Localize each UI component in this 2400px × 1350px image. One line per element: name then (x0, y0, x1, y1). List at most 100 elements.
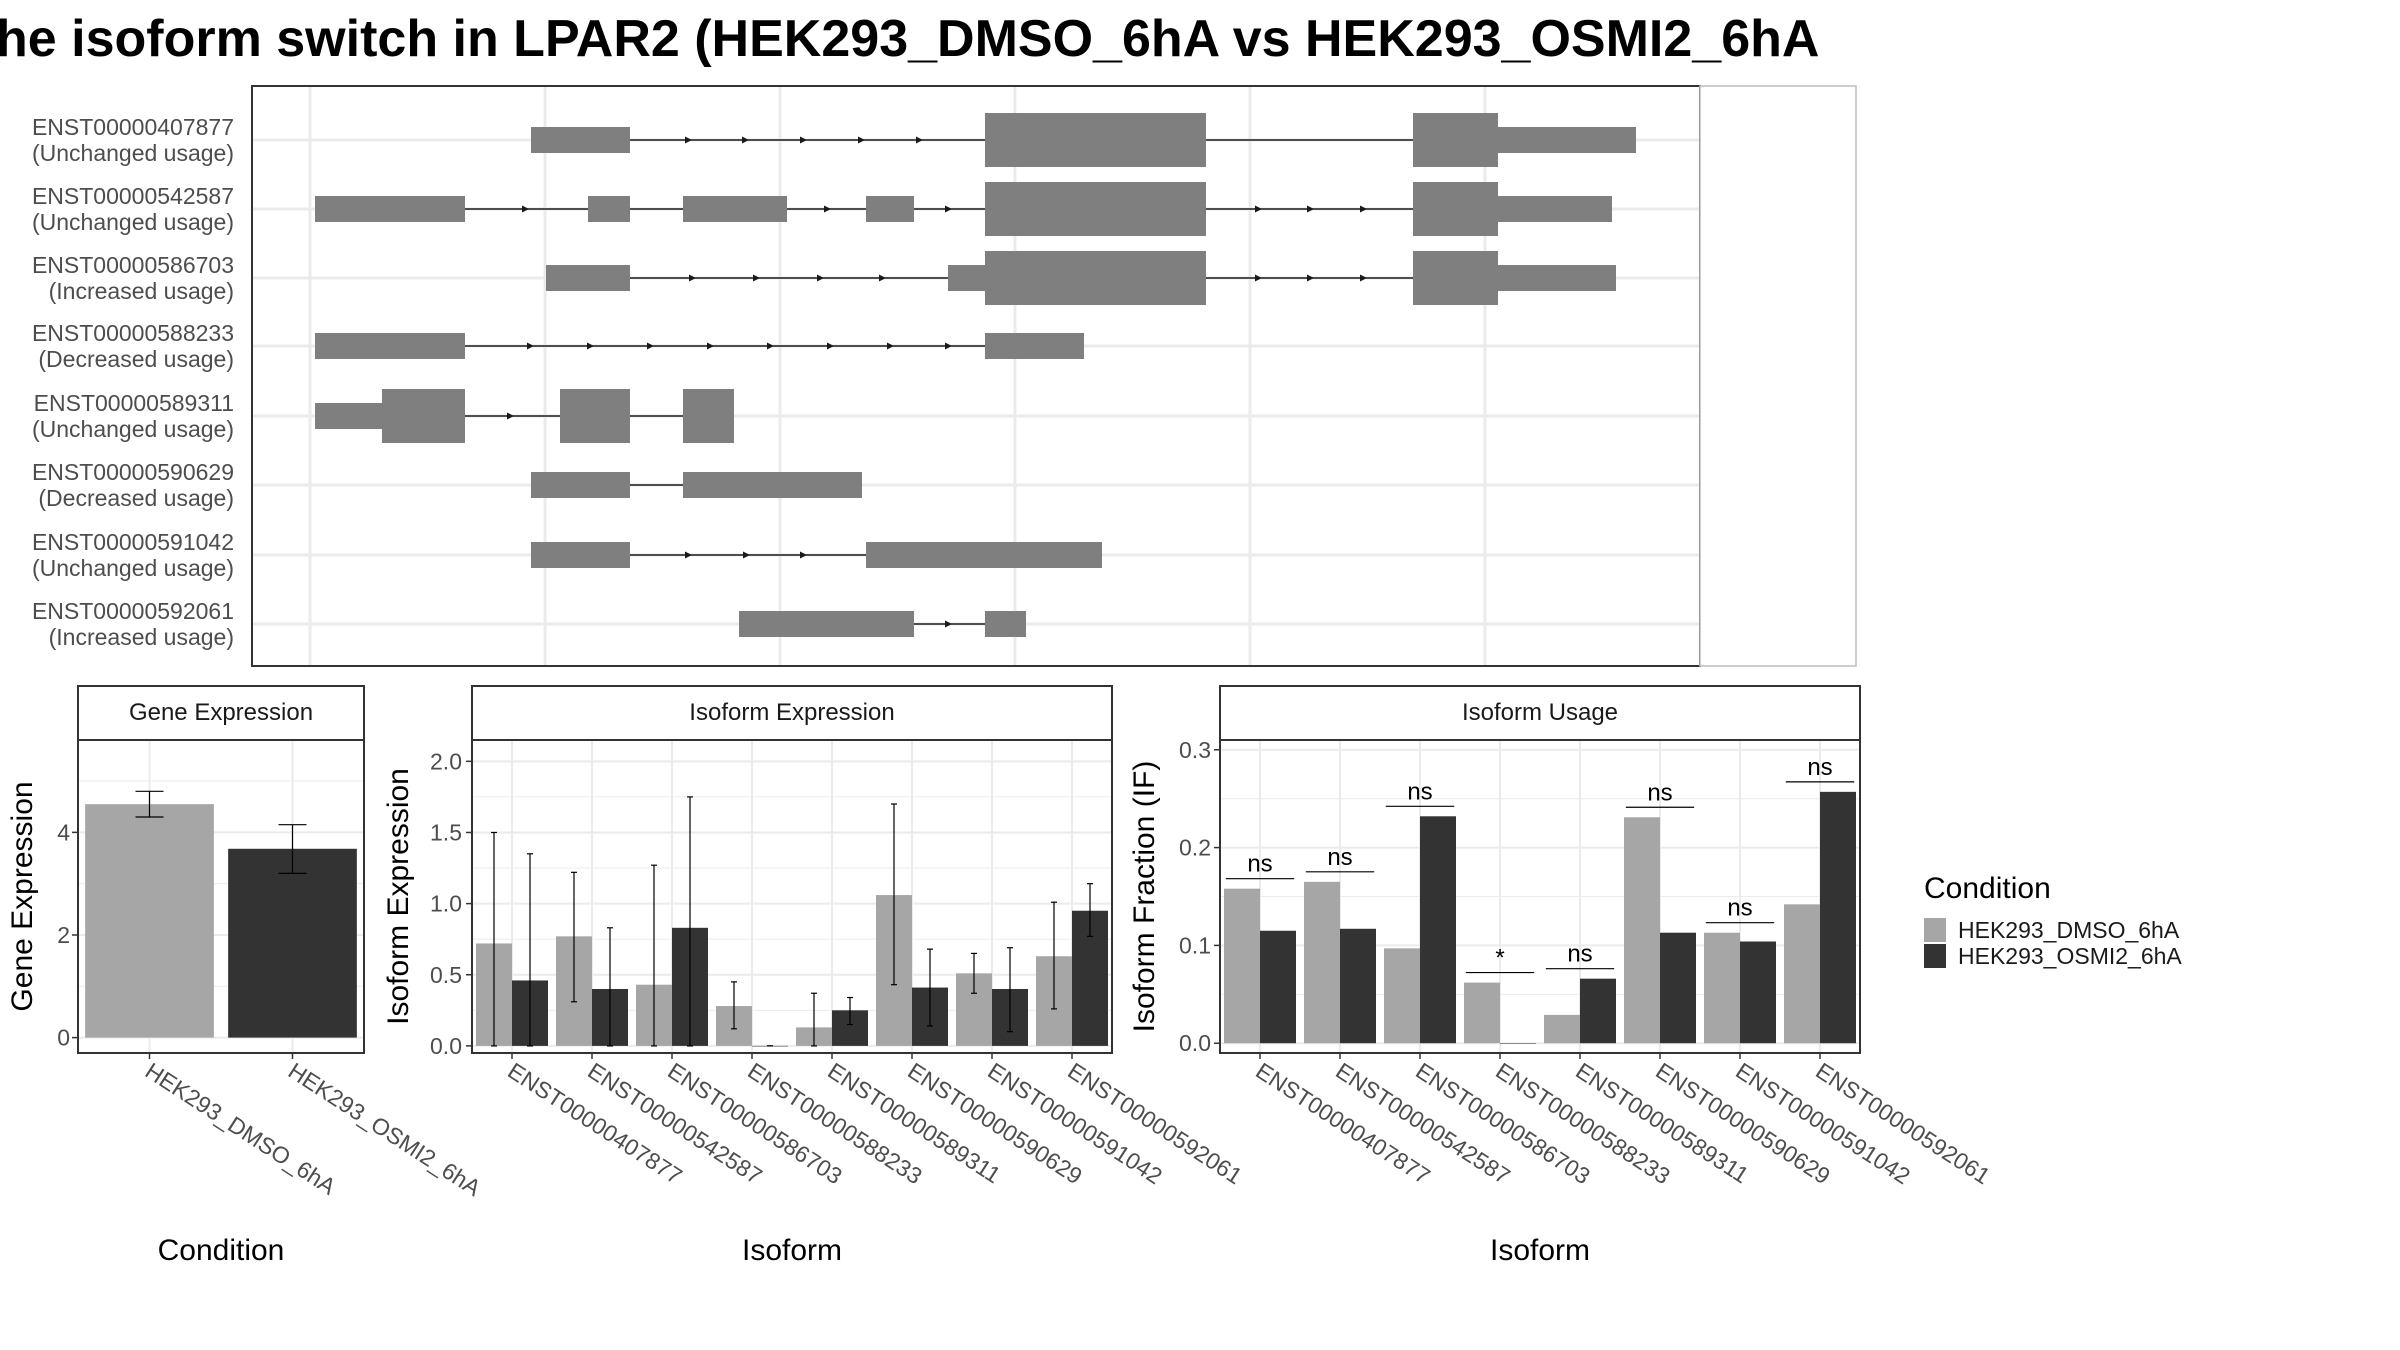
significance-label: ns (1567, 941, 1592, 968)
exon-block (866, 196, 914, 222)
exon-block (531, 127, 630, 153)
isoform-expression-chart: Isoform Expression0.00.51.01.52.0ENST000… (382, 685, 1247, 1267)
exon-block (1498, 265, 1616, 291)
legend-swatch-osmi2 (1924, 944, 1946, 968)
exon-block (588, 196, 630, 222)
significance-label: ns (1407, 778, 1432, 805)
intron-direction-arrow (507, 412, 514, 420)
legend-title: Condition (1924, 872, 2051, 905)
isoform-row-usage-label: (Decreased usage) (38, 485, 234, 511)
intron-direction-arrow (817, 274, 824, 282)
exon-block (1498, 196, 1612, 222)
intron-direction-arrow (753, 274, 760, 282)
exon-block (985, 251, 1206, 305)
intron-direction-arrow (707, 342, 714, 350)
significance-label: ns (1647, 779, 1672, 806)
y-tick-label: 1.5 (430, 819, 462, 845)
exon-block (560, 389, 630, 443)
intron-direction-arrow (1307, 274, 1314, 282)
bar-dmso (1624, 817, 1660, 1044)
exon-block (683, 472, 862, 498)
isoform-row-usage-label: (Unchanged usage) (32, 416, 234, 442)
exon-block (531, 542, 630, 568)
x-axis-title: Isoform (742, 1234, 842, 1267)
isoform-row-usage-label: (Unchanged usage) (32, 140, 234, 166)
significance-label: * (1495, 945, 1504, 972)
intron-direction-arrow (1360, 205, 1367, 213)
intron-direction-arrow (945, 342, 952, 350)
intron-direction-arrow (522, 205, 529, 213)
isoform-row-usage-label: (Decreased usage) (38, 346, 234, 372)
isoform-usage-chart: Isoform Usage ns ns ns * ns ns ns ns 0.0 0.1 0.2 0.3… (1128, 685, 1995, 1267)
exon-block (531, 472, 630, 498)
panel-strip (77, 685, 365, 741)
bar-osmi2 (1820, 791, 1856, 1044)
bar-dmso (1704, 932, 1740, 1044)
y-tick-label: 1.0 (430, 891, 462, 917)
intron-direction-arrow (685, 551, 692, 559)
y-tick-label: 0.0 (430, 1033, 462, 1059)
isoform-structure-row: ENST00000591042(Unchanged usage) (32, 529, 1102, 581)
figure-title: he isoform switch in LPAR2 (HEK293_DMSO_… (0, 10, 1819, 68)
isoform-structure-row: ENST00000542587(Unchanged usage) (32, 182, 1612, 236)
y-tick-label: 0.5 (430, 962, 462, 988)
panel-border (471, 739, 1113, 1054)
bar-osmi2 (1420, 816, 1456, 1044)
intron-direction-arrow (887, 342, 894, 350)
exon-block (683, 196, 787, 222)
intron-direction-arrow (767, 342, 774, 350)
isoform-row-usage-label: (Unchanged usage) (32, 555, 234, 581)
y-tick-label: 0.3 (1179, 737, 1211, 763)
exon-block (546, 265, 630, 291)
y-axis-title: Gene Expression (6, 781, 39, 1011)
x-axis-title: Isoform (1490, 1234, 1590, 1267)
y-tick-label: 0.1 (1179, 932, 1211, 958)
panel-strip (471, 685, 1113, 741)
isoform-structure-panel: ENST00000407877(Unchanged usage) ENST0000… (32, 85, 1857, 667)
intron-direction-arrow (945, 620, 952, 628)
y-tick-label: 0 (57, 1025, 70, 1051)
isoform-structure-row: ENST00000592061(Increased usage) (32, 598, 1026, 650)
intron-direction-arrow (742, 136, 749, 144)
panel-border (1219, 739, 1861, 1054)
exon-block (315, 196, 465, 222)
significance-label: ns (1327, 844, 1352, 871)
isoform-row-usage-label: (Unchanged usage) (32, 209, 234, 235)
isoform-row-id-label: ENST00000591042 (32, 529, 234, 555)
legend-label: HEK293_OSMI2_6hA (1958, 943, 2182, 969)
exon-block (1498, 127, 1636, 153)
bar-dmso (1464, 982, 1500, 1044)
exon-block (985, 113, 1206, 167)
y-axis-title: Isoform Expression (382, 768, 415, 1025)
intron-direction-arrow (800, 551, 807, 559)
exon-block (382, 389, 465, 443)
panel-title: Gene Expression (129, 699, 313, 726)
isoform-structure-row: ENST00000588233(Decreased usage) (32, 320, 1084, 372)
intron-direction-arrow (827, 342, 834, 350)
panel-title: Isoform Usage (1462, 699, 1618, 726)
isoform-structure-row: ENST00000590629(Decreased usage) (32, 459, 862, 511)
panel-border (77, 739, 365, 1054)
exon-block (315, 333, 465, 359)
bar-dmso (1384, 948, 1420, 1044)
isoform-row-id-label: ENST00000586703 (32, 252, 234, 278)
exon-block (985, 611, 1026, 637)
bar-dmso (1224, 888, 1260, 1044)
bar-osmi2 (1580, 978, 1616, 1044)
isoform-row-id-label: ENST00000542587 (32, 183, 234, 209)
significance-label: ns (1247, 851, 1272, 878)
intron-direction-arrow (824, 205, 831, 213)
intron-direction-arrow (1255, 205, 1262, 213)
intron-direction-arrow (800, 136, 807, 144)
isoform-row-id-label: ENST00000590629 (32, 459, 234, 485)
intron-direction-arrow (1360, 274, 1367, 282)
y-tick-label: 2 (57, 922, 70, 948)
isoform-structure-row: ENST00000407877(Unchanged usage) (32, 113, 1636, 167)
isoform-structure-row: ENST00000589311(Unchanged usage) (32, 389, 734, 443)
exon-block (866, 542, 1102, 568)
intron-direction-arrow (689, 274, 696, 282)
bar-dmso (1544, 1014, 1580, 1044)
y-tick-label: 2.0 (430, 748, 462, 774)
